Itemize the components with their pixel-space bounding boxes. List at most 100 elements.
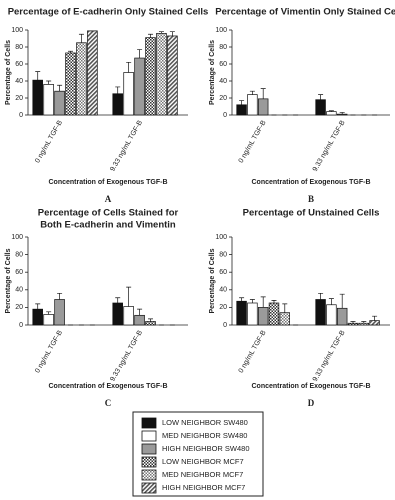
x-tick-label: 0 ng/mL TGF-B xyxy=(34,119,64,164)
x-tick-label: 9.33 ng/mL TGF-B xyxy=(109,119,144,173)
error-bar xyxy=(35,303,41,310)
bar xyxy=(358,322,369,326)
bar xyxy=(156,33,167,116)
bar xyxy=(236,300,247,326)
error-bar xyxy=(148,33,154,38)
x-axis-label: Concentration of Exogenous TGF-B xyxy=(49,383,168,390)
y-tick-label: 60 xyxy=(219,269,227,276)
error-bar xyxy=(46,80,52,85)
bar xyxy=(268,302,280,326)
bar xyxy=(112,302,123,326)
chart-title: Percentage of Vimentin Only Stained Cell… xyxy=(215,7,395,18)
legend-label: MED NEIGHBOR SW480 xyxy=(162,431,247,440)
error-bar xyxy=(339,293,345,309)
bar xyxy=(54,90,65,116)
y-tick-label: 0 xyxy=(19,112,23,119)
chart-title: Percentage of E-cadherin Only Stained Ce… xyxy=(8,7,209,18)
error-bar xyxy=(249,90,255,95)
bar xyxy=(326,111,337,116)
error-bar xyxy=(115,86,121,94)
bar xyxy=(112,93,123,116)
x-tick-label: 9.33 ng/mL TGF-B xyxy=(312,119,347,173)
error-bar xyxy=(328,298,334,305)
y-axis-label: Percentage of Cells xyxy=(209,40,216,105)
bar xyxy=(347,322,359,326)
y-tick-label: 100 xyxy=(215,234,227,241)
y-tick-label: 0 xyxy=(223,322,227,329)
bar xyxy=(326,304,337,326)
bar xyxy=(315,299,326,326)
bar xyxy=(167,35,178,116)
bar xyxy=(123,72,134,116)
error-bar xyxy=(282,303,288,313)
error-bar xyxy=(239,297,245,302)
bar xyxy=(32,79,43,116)
legend-label: LOW NEIGHBOR MCF7 xyxy=(162,457,244,466)
bar xyxy=(123,306,134,326)
y-tick-label: 80 xyxy=(219,44,227,51)
y-tick-label: 40 xyxy=(15,78,23,85)
y-tick-label: 20 xyxy=(219,95,227,102)
chart-title: Percentage of Unstained Cells xyxy=(243,208,380,219)
error-bar xyxy=(148,318,154,322)
error-bar xyxy=(35,71,41,81)
error-bar xyxy=(126,286,132,307)
legend-label: HIGH NEIGHBOR SW480 xyxy=(162,444,250,453)
x-tick-label: 9.33 ng/mL TGF-B xyxy=(109,329,144,383)
bar xyxy=(87,30,98,116)
error-bar xyxy=(68,50,74,53)
legend-swatch xyxy=(141,482,157,494)
error-bar xyxy=(115,297,121,303)
error-bar xyxy=(78,33,84,43)
error-bar xyxy=(249,299,255,303)
y-tick-label: 80 xyxy=(15,251,23,258)
legend-swatch xyxy=(141,469,157,481)
error-bar xyxy=(350,321,356,324)
y-axis-label: Percentage of Cells xyxy=(5,248,12,313)
bar xyxy=(134,57,145,116)
bar xyxy=(236,104,247,116)
bar xyxy=(145,321,156,326)
x-tick-label: 9.33 ng/mL TGF-B xyxy=(312,329,347,383)
legend-label: MED NEIGHBOR MCF7 xyxy=(162,470,243,479)
bar xyxy=(336,307,348,326)
error-bar xyxy=(372,315,378,321)
legend-label: LOW NEIGHBOR SW480 xyxy=(162,418,248,427)
y-tick-label: 0 xyxy=(19,322,23,329)
error-bar xyxy=(158,31,164,34)
y-tick-label: 60 xyxy=(15,269,23,276)
bar xyxy=(247,94,258,116)
panel-letter: A xyxy=(105,194,112,204)
error-bar xyxy=(361,321,367,324)
x-axis-label: Concentration of Exogenous TGF-B xyxy=(252,179,371,186)
bar xyxy=(247,302,258,326)
bar xyxy=(54,299,65,326)
bar xyxy=(315,99,326,116)
y-tick-label: 60 xyxy=(15,61,23,68)
bar xyxy=(65,52,76,116)
y-tick-label: 40 xyxy=(15,287,23,294)
panel-letter: B xyxy=(308,194,314,204)
bar xyxy=(134,314,145,326)
legend-swatch xyxy=(141,456,157,468)
legend-swatch xyxy=(141,443,157,455)
bar xyxy=(43,84,54,116)
error-bar xyxy=(137,308,143,316)
y-tick-label: 0 xyxy=(223,112,227,119)
bar xyxy=(369,320,380,326)
error-bar xyxy=(126,61,132,73)
y-tick-label: 100 xyxy=(11,27,23,34)
legend-swatch xyxy=(141,417,157,429)
error-bar xyxy=(260,296,266,308)
error-bar xyxy=(318,94,324,100)
x-axis-label: Concentration of Exogenous TGF-B xyxy=(252,383,371,390)
y-tick-label: 40 xyxy=(219,287,227,294)
panel-letter: C xyxy=(105,398,112,408)
y-tick-label: 60 xyxy=(219,61,227,68)
chart-title: Percentage of Cells Stained for xyxy=(38,208,179,219)
error-bar xyxy=(328,110,334,112)
error-bar xyxy=(239,100,245,105)
chart-title: Both E-cadherin and Vimentin xyxy=(40,220,176,231)
y-tick-label: 20 xyxy=(15,304,23,311)
